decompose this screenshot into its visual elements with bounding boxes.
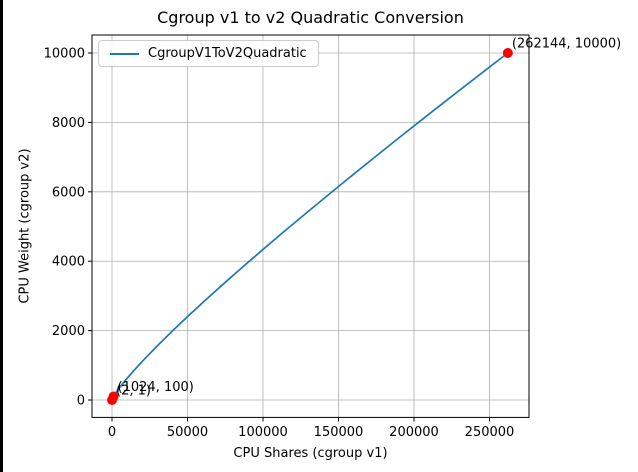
x-tick-label: 250000	[465, 425, 515, 440]
point-annotation: (2, 1)	[116, 383, 151, 398]
axes-spines	[91, 34, 530, 418]
data-point-marker	[108, 391, 119, 402]
legend: CgroupV1ToV2Quadratic	[98, 40, 319, 67]
y-tick-label: 4000	[52, 255, 85, 270]
point-annotation: (262144, 10000)	[512, 37, 621, 52]
point-annotation: (1024, 100)	[118, 380, 194, 395]
y-axis-label: CPU Weight (cgroup v2)	[17, 148, 33, 304]
screen-edge-strip	[0, 0, 3, 472]
y-tick-label: 6000	[52, 185, 85, 200]
series-line	[111, 52, 509, 401]
x-tick-label: 200000	[389, 425, 439, 440]
x-tick-label: 100000	[238, 425, 288, 440]
x-tick-label: 50000	[167, 425, 208, 440]
y-tick-label: 0	[77, 394, 85, 409]
chart-title: Cgroup v1 to v2 Quadratic Conversion	[157, 8, 464, 27]
data-point-marker	[502, 48, 513, 59]
x-tick-label: 0	[108, 425, 116, 440]
y-tick-label: 10000	[44, 47, 85, 62]
y-tick-label: 2000	[52, 324, 85, 339]
x-axis-label: CPU Shares (cgroup v1)	[233, 446, 388, 461]
y-tick-label: 8000	[52, 116, 85, 131]
x-tick-label: 150000	[314, 425, 364, 440]
legend-line-swatch	[110, 52, 139, 55]
legend-label: CgroupV1ToV2Quadratic	[148, 46, 307, 61]
